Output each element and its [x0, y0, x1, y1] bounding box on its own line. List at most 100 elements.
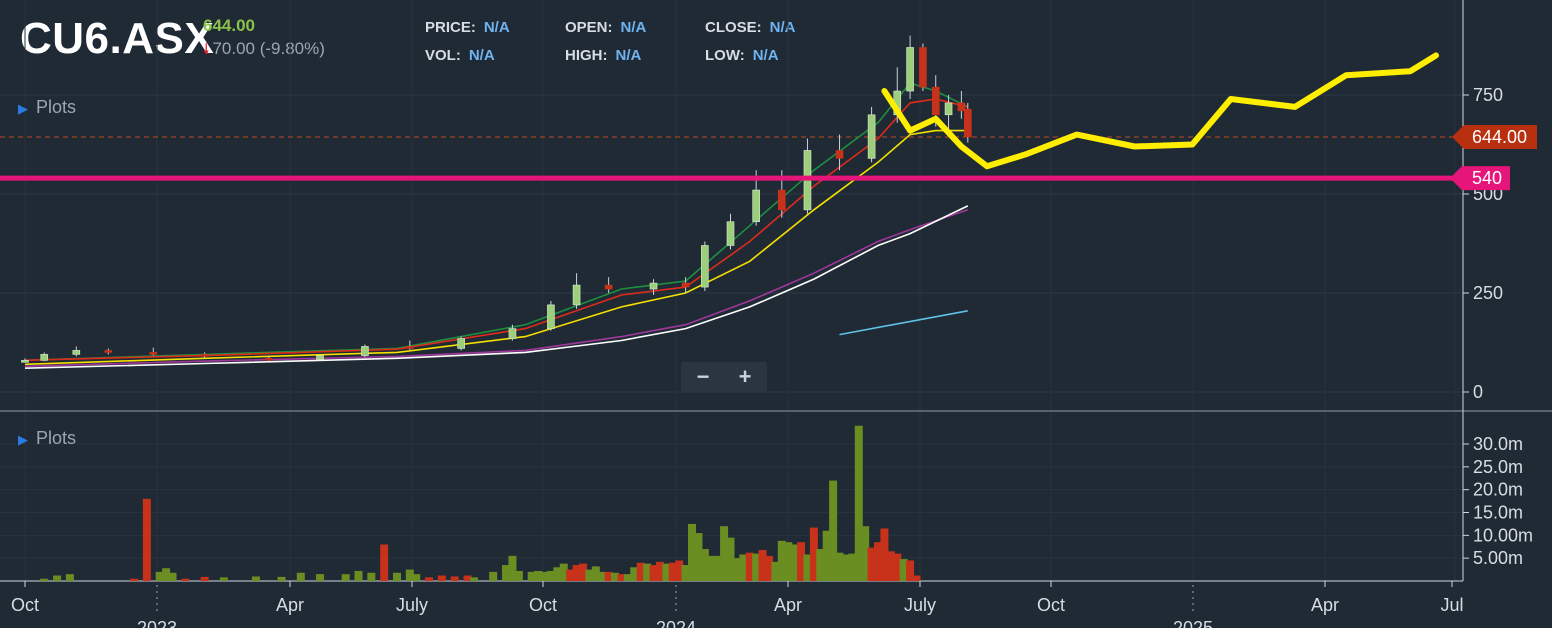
- volume-bar: [591, 566, 600, 581]
- time-axis-label: Oct: [1037, 595, 1065, 615]
- candle-body: [406, 346, 414, 349]
- volume-bar: [65, 574, 74, 581]
- volume-bar: [450, 576, 459, 581]
- volume-plots-toggle[interactable]: ▶ Plots: [18, 428, 76, 449]
- volume-bar: [200, 576, 209, 581]
- volume-bar: [412, 574, 421, 581]
- volume-bar: [861, 526, 870, 581]
- volume-bar: [681, 565, 690, 581]
- volume-bar: [777, 540, 786, 581]
- year-label: 2025: [1173, 618, 1213, 628]
- volume-bar: [700, 549, 709, 581]
- volume-axis-label: 10.00m: [1473, 525, 1533, 545]
- volume-bar: [720, 526, 729, 581]
- time-axis-label: July: [396, 595, 428, 615]
- level-price-tag: [1450, 166, 1510, 191]
- candle-body: [200, 354, 209, 357]
- volume-axis-label: 15.0m: [1473, 503, 1523, 523]
- volume-bar: [598, 571, 607, 581]
- volume-bar: [906, 560, 915, 581]
- volume-bar: [219, 577, 228, 581]
- stat-high-label: HIGH:: [565, 47, 608, 64]
- volume-bar: [316, 574, 325, 581]
- ticker-symbol: CU6.ASX: [20, 14, 215, 63]
- volume-bar: [649, 565, 658, 581]
- volume-bar: [405, 569, 414, 581]
- candle-body: [104, 350, 113, 353]
- candle-body: [457, 338, 465, 349]
- price-plots-label: Plots: [36, 97, 77, 117]
- candle-body: [361, 346, 369, 356]
- volume-bar: [502, 565, 511, 581]
- volume-bar: [53, 575, 62, 581]
- volume-bar: [803, 554, 812, 581]
- expand-triangle-icon: ▶: [18, 101, 28, 116]
- volume-bar: [559, 563, 568, 581]
- volume-bar: [886, 551, 895, 581]
- volume-bar: [816, 549, 825, 581]
- candle-body: [867, 114, 876, 159]
- volume-bar: [636, 562, 645, 581]
- volume-bar: [745, 552, 754, 581]
- volume-bar: [752, 553, 761, 581]
- volume-bar: [425, 577, 434, 581]
- zoom-in-button[interactable]: +: [738, 364, 752, 389]
- moving-average-line: [24, 205, 969, 369]
- price-plots-toggle[interactable]: ▶ Plots: [18, 97, 76, 118]
- candle-body: [944, 102, 953, 116]
- volume-bar: [130, 578, 139, 581]
- candle-body: [508, 328, 517, 339]
- candle-body: [72, 350, 81, 355]
- volume-bar: [874, 542, 883, 581]
- candle-body: [572, 284, 581, 306]
- current-price-label: 644.00: [1472, 127, 1527, 147]
- volume-bar: [604, 571, 613, 581]
- volume-bar: [277, 576, 286, 581]
- stat-open-value: N/A: [620, 19, 647, 36]
- volume-bar: [392, 572, 401, 581]
- volume-bar: [688, 523, 697, 581]
- volume-bar: [630, 567, 639, 581]
- candle-body: [919, 47, 927, 88]
- candle-body: [835, 150, 844, 159]
- down-arrow-icon: 🠗: [203, 41, 210, 58]
- volume-bar: [713, 555, 722, 581]
- time-axis-label: Apr: [276, 595, 304, 615]
- volume-bar: [784, 542, 793, 581]
- volume-bar: [578, 563, 587, 581]
- candle-body: [547, 304, 555, 329]
- moving-average-line: [24, 98, 968, 362]
- volume-bar: [880, 528, 889, 581]
- volume-bar: [655, 561, 664, 581]
- stat-low: LOW: N/A: [705, 47, 779, 64]
- zoom-out-button[interactable]: −: [696, 364, 710, 389]
- volume-bar: [251, 576, 260, 581]
- volume-bar: [585, 569, 594, 581]
- volume-bar: [617, 574, 626, 581]
- candle-body: [681, 282, 690, 288]
- stat-price-value: N/A: [483, 19, 510, 36]
- current-price-tag: [1452, 124, 1537, 149]
- moving-average-line: [24, 209, 969, 368]
- volume-bar: [553, 567, 562, 581]
- volume-bar: [835, 552, 844, 581]
- volume-bar: [694, 533, 703, 581]
- volume-axis-label: 20.0m: [1473, 480, 1523, 500]
- time-axis-label: Oct: [529, 595, 557, 615]
- moving-average-line: [24, 82, 969, 362]
- year-label: 2024: [656, 618, 696, 628]
- volume-bar: [822, 530, 831, 581]
- volume-axis-label: 25.0m: [1473, 457, 1523, 477]
- volume-bar: [764, 555, 773, 581]
- stat-close-label: CLOSE:: [705, 19, 762, 36]
- volume-bar: [354, 570, 363, 581]
- volume-plots-label: Plots: [36, 428, 77, 448]
- volume-bar: [514, 570, 523, 581]
- volume-bar: [534, 570, 543, 581]
- volume-bar: [643, 563, 652, 581]
- volume-bar: [463, 575, 472, 581]
- volume-bar: [662, 563, 671, 581]
- volume-bar: [380, 544, 389, 581]
- stat-close: CLOSE: N/A: [705, 19, 796, 36]
